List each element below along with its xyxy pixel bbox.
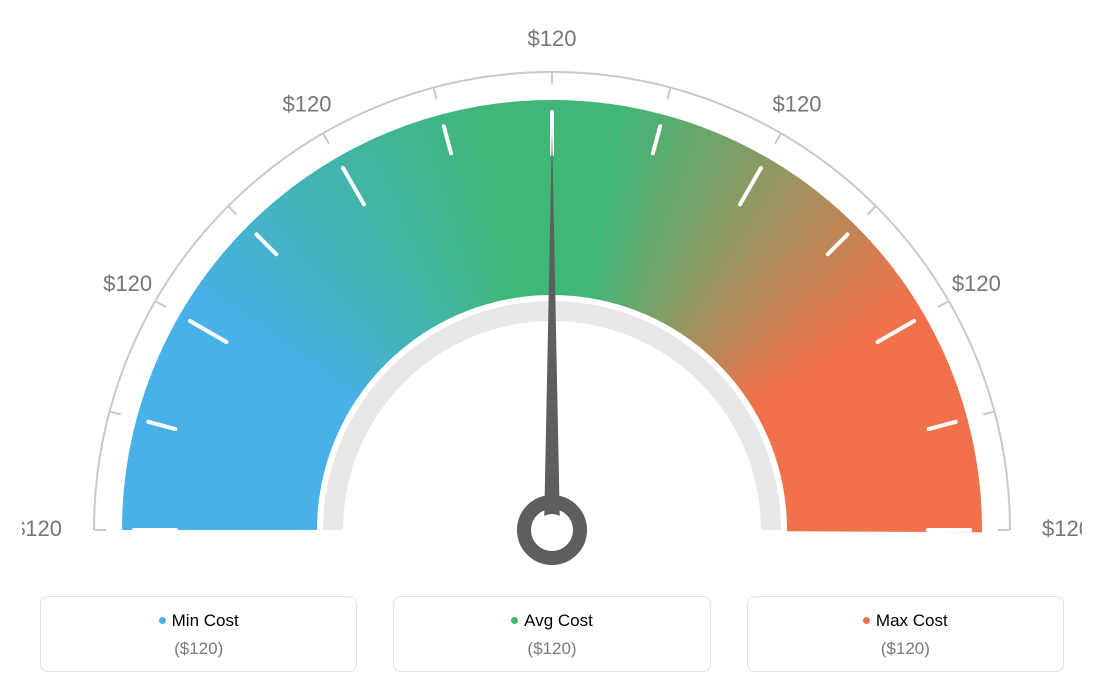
legend-label-max: Max Cost: [876, 611, 948, 630]
svg-text:$120: $120: [528, 26, 577, 51]
gauge-svg: $120 $120 $120 $120 $120 $120 $120: [22, 20, 1082, 600]
chart-container: $120 $120 $120 $120 $120 $120 $120 Min Cost ($…: [0, 0, 1104, 690]
dot-icon: [511, 617, 518, 624]
dot-icon: [159, 617, 166, 624]
svg-text:$120: $120: [952, 271, 1001, 296]
gauge-chart: $120 $120 $120 $120 $120 $120 $120: [0, 0, 1104, 580]
legend-card-avg: Avg Cost ($120): [393, 596, 710, 672]
svg-text:$120: $120: [773, 92, 822, 117]
legend-title-max: Max Cost: [758, 611, 1053, 631]
legend-card-max: Max Cost ($120): [747, 596, 1064, 672]
legend-value-max: ($120): [758, 639, 1053, 659]
legend-title-min: Min Cost: [51, 611, 346, 631]
legend-row: Min Cost ($120) Avg Cost ($120) Max Cost…: [0, 596, 1104, 672]
svg-text:$120: $120: [283, 92, 332, 117]
legend-title-avg: Avg Cost: [404, 611, 699, 631]
legend-value-avg: ($120): [404, 639, 699, 659]
legend-value-min: ($120): [51, 639, 346, 659]
svg-text:$120: $120: [1042, 516, 1082, 541]
legend-card-min: Min Cost ($120): [40, 596, 357, 672]
svg-text:$120: $120: [103, 271, 152, 296]
legend-label-min: Min Cost: [172, 611, 239, 630]
dot-icon: [863, 617, 870, 624]
legend-label-avg: Avg Cost: [524, 611, 593, 630]
svg-text:$120: $120: [22, 516, 62, 541]
